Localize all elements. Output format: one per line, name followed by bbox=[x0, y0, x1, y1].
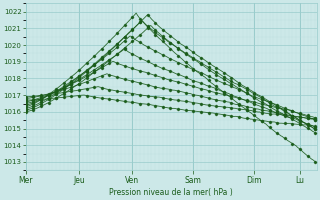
X-axis label: Pression niveau de la mer( hPa ): Pression niveau de la mer( hPa ) bbox=[109, 188, 233, 197]
